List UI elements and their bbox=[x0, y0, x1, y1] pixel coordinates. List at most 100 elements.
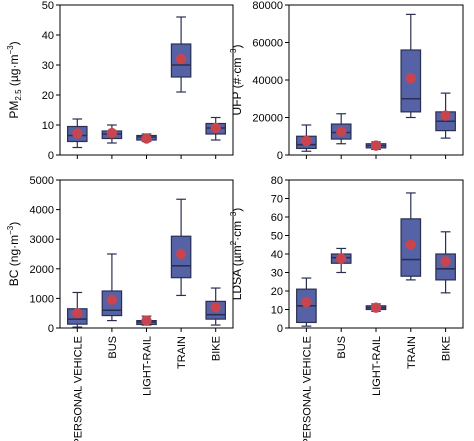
x-tick-label: BIKE bbox=[441, 336, 453, 361]
y-tick-label: 40 bbox=[271, 249, 283, 261]
x-tick-label: PERSONAL VEHICLE bbox=[72, 336, 84, 441]
y-label-sup: −3 bbox=[229, 48, 238, 58]
y-tick-label: 60000 bbox=[252, 38, 283, 50]
y-label-unit: (µg·m bbox=[7, 55, 21, 90]
box-bus bbox=[101, 124, 123, 144]
y-tick-label: 4000 bbox=[30, 205, 54, 217]
box-bus bbox=[330, 113, 352, 145]
y-tick-label: 10 bbox=[42, 120, 54, 132]
box-bike bbox=[205, 116, 226, 141]
y-tick-label: 80 bbox=[271, 175, 283, 187]
y-label-sup: −3 bbox=[6, 45, 15, 55]
mean-marker bbox=[370, 302, 382, 313]
y-tick-label: 40000 bbox=[252, 75, 283, 87]
box-personal-vehicle bbox=[67, 118, 88, 149]
chart-panel-3: 0 1000 2000 3000 4000 5000 BC (ng·m−3) PERSONAL… bbox=[6, 175, 234, 441]
box-train bbox=[170, 16, 192, 93]
mean-marker bbox=[405, 239, 416, 250]
y-label-main: PM bbox=[7, 101, 21, 119]
y-tick-label: 80000 bbox=[252, 0, 283, 12]
mean-marker bbox=[440, 110, 451, 121]
x-tick-label: TRAIN bbox=[176, 336, 188, 369]
y-label-sup2: −3 bbox=[229, 211, 238, 221]
box-personal-vehicle bbox=[296, 277, 317, 327]
y-tick-label: 0 bbox=[48, 150, 54, 162]
mean-marker bbox=[175, 248, 187, 260]
mean-marker bbox=[210, 122, 221, 134]
box-bike bbox=[435, 231, 456, 294]
mean-marker bbox=[301, 296, 312, 308]
y-label-mid: ·cm bbox=[230, 221, 244, 241]
y-axis-label: LDSA (µm2·cm−3) bbox=[229, 208, 244, 301]
box-light-rail bbox=[365, 302, 387, 313]
box-light-rail bbox=[136, 315, 157, 326]
mean-marker bbox=[72, 128, 83, 139]
mean-marker bbox=[141, 315, 152, 326]
y-label-sub: 2.5 bbox=[14, 89, 23, 101]
y-tick-label: 0 bbox=[277, 150, 283, 162]
y-label-main: BC (ng·m bbox=[7, 235, 21, 286]
box-train bbox=[400, 13, 422, 119]
y-tick-label: 60 bbox=[271, 212, 283, 224]
mean-marker bbox=[336, 126, 347, 137]
y-label-sup: −3 bbox=[6, 225, 15, 235]
y-axis-label: BC (ng·m−3) bbox=[6, 222, 21, 286]
y-tick-label: 20 bbox=[271, 286, 283, 298]
x-tick-label: BUS bbox=[336, 336, 348, 359]
y-tick-label: 30 bbox=[271, 268, 283, 280]
mean-marker bbox=[106, 294, 118, 306]
box-personal-vehicle bbox=[296, 124, 317, 152]
y-tick-label: 20000 bbox=[252, 113, 283, 125]
y-tick-label: 10 bbox=[271, 305, 283, 317]
y-label-sup: 2 bbox=[229, 240, 238, 245]
mean-marker bbox=[106, 127, 118, 139]
box-bus bbox=[101, 253, 123, 322]
mean-marker bbox=[210, 302, 221, 313]
y-tick-label: 5000 bbox=[30, 175, 54, 187]
mean-marker bbox=[405, 72, 416, 84]
y-tick-label: 0 bbox=[48, 323, 54, 335]
y-tick-label: 20 bbox=[42, 90, 54, 102]
y-tick-label: 50 bbox=[42, 0, 54, 12]
x-tick-label: PERSONAL VEHICLE bbox=[301, 336, 313, 441]
mean-marker bbox=[336, 253, 347, 264]
chart-panel-4: 0 10 20 30 40 50 60 70 80 LDSA (µm2·cm−3) PERSONAL… bbox=[229, 175, 464, 441]
y-tick-label: 0 bbox=[277, 323, 283, 335]
mean-marker bbox=[301, 135, 312, 147]
y-label-tail: ) bbox=[230, 208, 244, 212]
y-tick-label: 40 bbox=[42, 30, 54, 42]
box-train bbox=[170, 198, 192, 297]
y-axis-label: UFP (#·cm−3) bbox=[229, 45, 244, 116]
x-tick-label: BUS bbox=[107, 336, 119, 359]
mean-marker bbox=[370, 140, 382, 151]
chart-panel-1: 0 10 20 30 40 50 PM2.5 (µg·m−3) bbox=[6, 0, 234, 162]
y-tick-label: 2000 bbox=[30, 264, 54, 276]
y-tick-label: 3000 bbox=[30, 234, 54, 246]
box-personal-vehicle bbox=[67, 291, 88, 328]
box-light-rail bbox=[136, 133, 157, 144]
y-label-main: LDSA (µm bbox=[230, 245, 244, 300]
mean-marker bbox=[141, 133, 152, 144]
box-bike bbox=[205, 287, 226, 326]
y-label-tail: ) bbox=[7, 222, 21, 226]
y-label-tail: ) bbox=[7, 41, 21, 45]
x-tick-label: BIKE bbox=[211, 336, 223, 361]
chart-panel-2: 0 20000 40000 60000 80000 UFP (#·cm−3) bbox=[229, 0, 464, 162]
y-label-main: UFP (#·cm bbox=[230, 58, 244, 116]
y-tick-label: 1000 bbox=[30, 293, 54, 305]
y-tick-label: 70 bbox=[271, 194, 283, 206]
y-tick-label: 30 bbox=[42, 60, 54, 72]
box-bus bbox=[330, 247, 352, 274]
box-bike bbox=[435, 92, 456, 139]
x-tick-label: LIGHT-RAIL bbox=[142, 336, 154, 396]
y-tick-label: 50 bbox=[271, 231, 283, 243]
mean-marker bbox=[440, 256, 451, 267]
x-tick-label: LIGHT-RAIL bbox=[371, 336, 383, 396]
box-light-rail bbox=[365, 140, 387, 151]
plot-frame bbox=[288, 4, 464, 156]
box-train bbox=[400, 192, 422, 281]
x-tick-label: TRAIN bbox=[406, 336, 418, 369]
y-label-tail: ) bbox=[230, 45, 244, 49]
mean-marker bbox=[175, 53, 187, 65]
